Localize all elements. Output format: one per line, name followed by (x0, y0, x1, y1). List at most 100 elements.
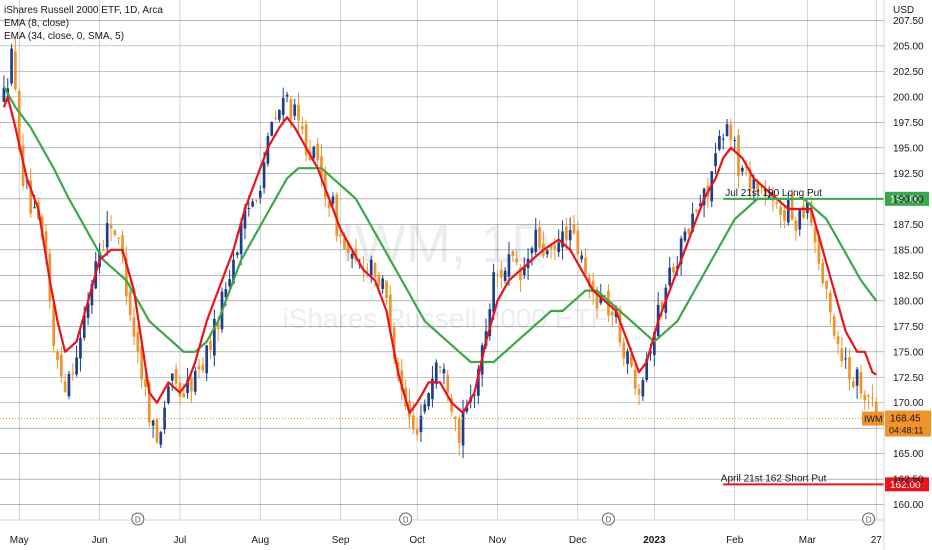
candle-body (840, 348, 844, 361)
candle-body (599, 296, 603, 304)
candle-body (2, 88, 6, 102)
candle-body (691, 213, 694, 232)
candle-body (450, 398, 453, 412)
candle-body (312, 146, 316, 158)
candle-body (744, 166, 748, 168)
candle-body (499, 269, 503, 278)
candle-body (729, 124, 733, 140)
candle-body (786, 199, 790, 223)
candle-body (82, 315, 86, 338)
x-tick-label: 2023 (643, 535, 666, 546)
candle-body (454, 416, 457, 419)
x-tick-label: Dec (569, 535, 587, 546)
candle-body (178, 382, 182, 397)
candle-body (763, 190, 767, 196)
dividend-marker-label: D (135, 516, 141, 525)
candle-body (683, 231, 687, 241)
price-levels[interactable]: Jul 21st 190 Long Put 190.00 April 21st 16… (721, 188, 929, 492)
time-axis[interactable]: May Jun Jul Aug Sep Oct Nov Dec 2023 Feb Mar 27 (0, 519, 884, 546)
candle-body (515, 258, 518, 263)
y-tick-label: 180.00 (893, 296, 924, 307)
candle-body (522, 266, 526, 275)
chart-grid (0, 0, 884, 520)
candle-body (59, 354, 63, 377)
candle-body (102, 249, 105, 251)
candle-body (848, 357, 851, 380)
candle-body (327, 201, 331, 209)
candle-body (779, 207, 782, 215)
candle-body (695, 209, 698, 212)
candle-body (377, 274, 381, 287)
candle-body (335, 194, 339, 236)
candle-body (209, 340, 212, 351)
x-tick-label: Jul (174, 535, 187, 546)
y-tick-label: 200.00 (893, 92, 924, 103)
candle-body (201, 364, 205, 371)
candle-body (232, 259, 235, 284)
candle-body (844, 358, 847, 360)
candle-body (530, 248, 534, 254)
candle-body (182, 393, 186, 398)
candle-body (538, 227, 541, 248)
candle-body (794, 220, 798, 231)
candle-body (75, 357, 78, 375)
ema-8-line (2, 95, 877, 414)
x-tick-label: Feb (726, 535, 744, 546)
candle-body (316, 143, 319, 160)
candle-body (457, 418, 461, 444)
candle-body (105, 223, 109, 248)
candle-body (511, 251, 515, 256)
candle-body (622, 342, 626, 359)
candle-body (373, 262, 377, 277)
candle-body (243, 207, 247, 229)
dividend-marker (399, 512, 413, 526)
x-tick-label: Mar (799, 535, 817, 546)
candle-body (752, 178, 756, 189)
y-tick-label: 197.50 (893, 118, 924, 129)
price-axis[interactable]: USD 207.50 205.00 202.50 200.00 197.50 195.00… (883, 0, 924, 550)
candle-body (549, 245, 553, 249)
legend-ema-fast[interactable]: EMA (8, close) (4, 18, 70, 29)
candle-body (431, 378, 434, 399)
level-axis-text-short_put: 162.00 (890, 480, 921, 491)
candle-body (473, 394, 476, 396)
candle-body (304, 124, 308, 156)
last-price-value: 168.45 (890, 414, 921, 425)
candle-body (641, 380, 645, 397)
y-tick-label: 190.00 (893, 194, 924, 205)
candle-body (434, 362, 438, 384)
candle-body (113, 230, 117, 235)
symbol-watermark: IWM, 1D iShares Russell 2000 ETF (282, 214, 607, 334)
candle-body (633, 369, 637, 389)
candle-body (213, 318, 216, 356)
candle-body (836, 336, 840, 344)
dividend-marker (862, 512, 876, 526)
candle-body (863, 394, 867, 401)
candle-body (423, 404, 427, 412)
candle-body (477, 369, 480, 396)
candle-body (672, 266, 675, 273)
candle-body (687, 228, 691, 234)
legend-ema-slow[interactable]: EMA (34, close, 0, SMA, 5) (4, 31, 125, 42)
candle-body (186, 379, 189, 394)
last-price-tag (885, 410, 931, 437)
candle-body (71, 373, 75, 375)
y-tick-label: 202.50 (893, 67, 924, 78)
dividend-marker-label: D (403, 516, 409, 525)
candle-body (832, 316, 836, 336)
candle-body (438, 366, 442, 368)
candle-body (461, 410, 465, 446)
candle-body (293, 104, 297, 116)
candle-body (637, 389, 641, 395)
y-tick-label: 182.50 (893, 271, 924, 282)
candle-body (871, 397, 874, 399)
candle-body (859, 372, 863, 394)
candle-body (411, 415, 415, 430)
candle-body (67, 373, 71, 397)
y-tick-label: 170.00 (893, 398, 924, 409)
candle-body (381, 278, 385, 289)
last-price-symbol-tag (862, 411, 884, 426)
legend-symbol[interactable]: iShares Russell 2000 ETF, 1D, Arca (4, 5, 163, 16)
